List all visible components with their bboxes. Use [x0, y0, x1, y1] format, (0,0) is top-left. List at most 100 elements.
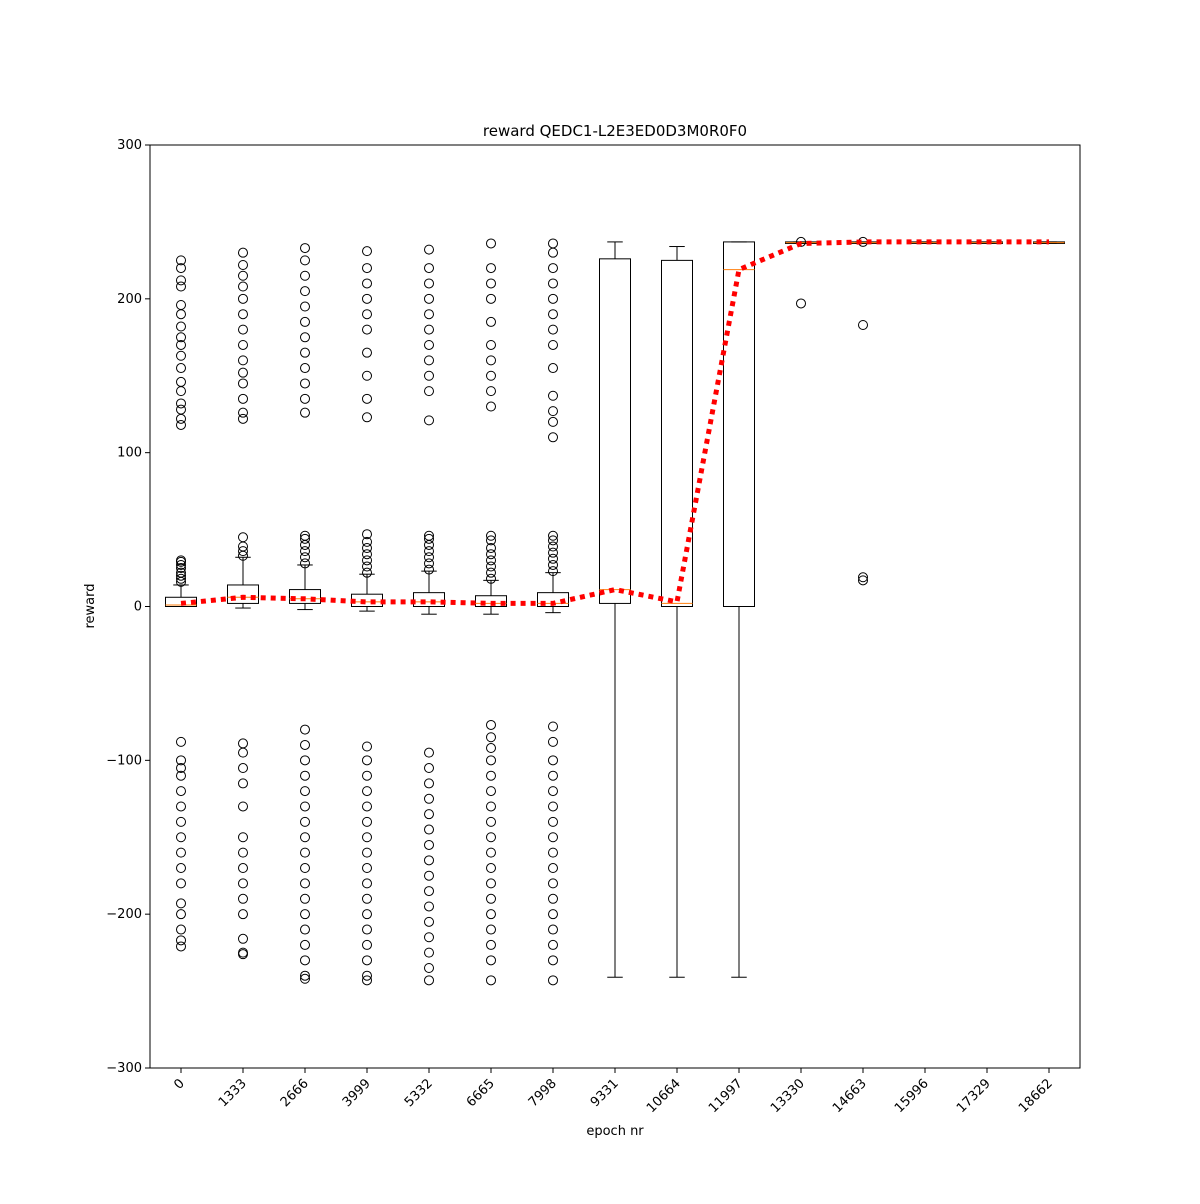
outlier — [238, 546, 248, 557]
outlier — [486, 801, 496, 812]
outlier — [176, 736, 186, 747]
outlier — [424, 839, 434, 850]
outlier — [486, 878, 496, 889]
outlier — [486, 386, 496, 397]
outlier — [796, 298, 806, 309]
outlier — [176, 763, 186, 774]
outlier — [486, 238, 496, 249]
outlier — [362, 393, 372, 404]
outlier — [486, 770, 496, 781]
outlier — [362, 970, 372, 981]
outlier — [176, 275, 186, 286]
outlier — [424, 809, 434, 820]
outlier — [176, 299, 186, 310]
outlier — [362, 293, 372, 304]
outlier — [424, 963, 434, 974]
outlier — [548, 770, 558, 781]
outlier — [362, 924, 372, 935]
outlier — [176, 924, 186, 935]
outlier — [486, 975, 496, 986]
outlier — [486, 293, 496, 304]
outlier — [176, 321, 186, 332]
outlier — [548, 939, 558, 950]
outlier — [486, 355, 496, 366]
outlier — [300, 909, 310, 920]
outlier — [548, 755, 558, 766]
outlier — [486, 832, 496, 843]
outlier — [300, 878, 310, 889]
outlier — [486, 955, 496, 966]
outlier — [300, 552, 310, 563]
outlier — [238, 270, 248, 281]
outlier — [300, 393, 310, 404]
outlier — [300, 243, 310, 254]
outlier — [300, 970, 310, 981]
outlier — [424, 932, 434, 943]
outlier — [176, 332, 186, 343]
outlier — [300, 270, 310, 281]
outlier — [362, 561, 372, 572]
outlier — [362, 847, 372, 858]
outlier — [362, 555, 372, 566]
outlier — [424, 824, 434, 835]
outlier — [486, 732, 496, 743]
outlier — [486, 316, 496, 327]
outlier — [548, 293, 558, 304]
outlier — [300, 801, 310, 812]
outlier — [300, 301, 310, 312]
outlier — [486, 555, 496, 566]
outlier — [548, 863, 558, 874]
outlier — [300, 533, 310, 544]
outlier — [486, 847, 496, 858]
outlier — [300, 363, 310, 374]
outlier — [300, 739, 310, 750]
outlier — [300, 546, 310, 557]
outlier — [300, 955, 310, 966]
outlier — [424, 855, 434, 866]
outlier — [362, 909, 372, 920]
outlier — [548, 559, 558, 570]
outlier — [238, 378, 248, 389]
outlier — [362, 741, 372, 752]
y-tick-label: 300 — [117, 138, 142, 153]
outlier — [176, 786, 186, 797]
box — [165, 596, 197, 608]
outlier — [548, 847, 558, 858]
outlier — [548, 530, 558, 541]
outlier — [362, 324, 372, 335]
outlier — [362, 832, 372, 843]
outlier — [548, 390, 558, 401]
outlier — [238, 933, 248, 944]
outlier — [548, 263, 558, 274]
outlier — [176, 770, 186, 781]
outlier — [548, 721, 558, 732]
outlier — [548, 832, 558, 843]
outlier — [796, 236, 806, 247]
outlier — [424, 901, 434, 912]
outlier — [486, 339, 496, 350]
outlier — [238, 355, 248, 366]
outlier — [424, 870, 434, 881]
outlier — [238, 778, 248, 789]
outlier — [176, 832, 186, 843]
outlier — [362, 975, 372, 986]
outlier — [238, 832, 248, 843]
chart-title: reward QEDC1-L2E3ED0D3M0R0F0 — [483, 122, 747, 140]
outlier — [486, 573, 496, 584]
outlier — [548, 535, 558, 546]
outlier — [300, 378, 310, 389]
outlier — [176, 878, 186, 889]
outlier — [548, 363, 558, 374]
outlier — [362, 549, 372, 560]
outlier — [300, 255, 310, 266]
outlier — [300, 332, 310, 343]
outlier — [238, 309, 248, 320]
outlier — [548, 801, 558, 812]
outlier — [176, 376, 186, 387]
outlier — [176, 573, 186, 584]
outlier — [362, 536, 372, 547]
outlier — [424, 552, 434, 563]
outlier — [424, 293, 434, 304]
outlier — [362, 246, 372, 257]
outlier — [300, 316, 310, 327]
